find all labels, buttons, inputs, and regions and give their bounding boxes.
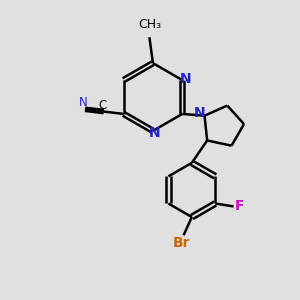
- Text: F: F: [235, 200, 244, 213]
- Text: N: N: [194, 106, 205, 120]
- Text: CH₃: CH₃: [138, 18, 161, 31]
- Text: N: N: [148, 126, 160, 140]
- Text: Br: Br: [172, 236, 190, 250]
- Text: N: N: [79, 96, 88, 109]
- Text: C: C: [98, 99, 106, 112]
- Text: N: N: [180, 73, 192, 86]
